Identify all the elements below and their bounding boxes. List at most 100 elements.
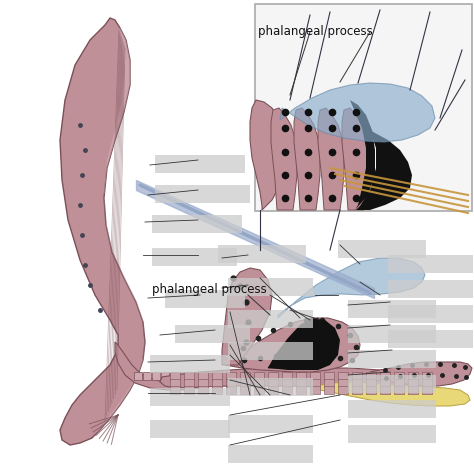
Bar bbox=[170, 372, 180, 380]
Bar bbox=[212, 372, 222, 380]
Bar bbox=[324, 386, 334, 394]
Bar bbox=[296, 386, 306, 394]
Bar bbox=[408, 379, 418, 387]
Bar bbox=[184, 372, 194, 380]
Bar bbox=[348, 325, 436, 343]
Bar bbox=[352, 386, 362, 394]
Bar bbox=[366, 379, 376, 387]
Bar bbox=[338, 379, 348, 387]
Polygon shape bbox=[160, 368, 430, 393]
Bar bbox=[348, 350, 436, 368]
Bar bbox=[388, 255, 473, 273]
Polygon shape bbox=[370, 362, 472, 386]
Polygon shape bbox=[60, 18, 145, 445]
Bar bbox=[179, 372, 187, 380]
Bar bbox=[282, 379, 292, 387]
Bar bbox=[226, 379, 236, 387]
Bar bbox=[240, 386, 250, 394]
Bar bbox=[206, 372, 214, 380]
Bar bbox=[152, 372, 160, 380]
Bar bbox=[184, 386, 194, 394]
Bar bbox=[161, 372, 169, 380]
Polygon shape bbox=[222, 268, 272, 365]
Bar bbox=[155, 155, 245, 173]
Bar bbox=[228, 310, 313, 328]
Bar bbox=[348, 400, 436, 418]
Bar bbox=[296, 379, 306, 387]
Bar bbox=[228, 342, 313, 360]
Bar bbox=[198, 386, 208, 394]
Bar bbox=[218, 245, 306, 263]
Bar bbox=[338, 386, 348, 394]
Bar bbox=[184, 379, 194, 387]
Bar bbox=[366, 386, 376, 394]
Polygon shape bbox=[115, 342, 225, 390]
Bar bbox=[352, 379, 362, 387]
Polygon shape bbox=[280, 83, 435, 142]
Bar bbox=[226, 372, 236, 380]
Bar bbox=[380, 372, 390, 380]
Bar bbox=[422, 379, 432, 387]
Bar bbox=[388, 330, 473, 348]
Bar bbox=[212, 379, 222, 387]
Bar bbox=[348, 375, 436, 393]
Polygon shape bbox=[271, 108, 297, 210]
Bar bbox=[228, 445, 313, 463]
Bar bbox=[175, 325, 250, 343]
Bar bbox=[268, 379, 278, 387]
Bar bbox=[254, 372, 264, 380]
FancyBboxPatch shape bbox=[255, 4, 472, 211]
Bar bbox=[268, 372, 278, 380]
Bar bbox=[338, 240, 426, 258]
Polygon shape bbox=[356, 130, 412, 210]
Text: phalangeal process: phalangeal process bbox=[258, 26, 373, 38]
Bar bbox=[366, 372, 376, 380]
Bar bbox=[265, 20, 355, 38]
Bar bbox=[150, 420, 230, 438]
Bar bbox=[296, 372, 306, 380]
Bar bbox=[422, 372, 432, 380]
Polygon shape bbox=[350, 100, 375, 210]
Bar bbox=[348, 425, 436, 443]
Bar bbox=[394, 372, 404, 380]
Bar bbox=[165, 290, 245, 308]
Bar bbox=[228, 415, 313, 433]
Bar bbox=[352, 372, 362, 380]
Bar bbox=[310, 372, 320, 380]
Polygon shape bbox=[268, 318, 340, 370]
Bar bbox=[212, 386, 222, 394]
Polygon shape bbox=[268, 318, 318, 368]
Bar bbox=[240, 372, 250, 380]
Polygon shape bbox=[95, 28, 145, 435]
Text: phalangeal process: phalangeal process bbox=[152, 283, 267, 297]
Bar bbox=[150, 388, 230, 406]
Bar bbox=[422, 386, 432, 394]
Polygon shape bbox=[278, 258, 425, 318]
Bar bbox=[268, 386, 278, 394]
Bar bbox=[150, 355, 230, 373]
Polygon shape bbox=[318, 108, 344, 210]
Bar bbox=[380, 379, 390, 387]
Bar bbox=[394, 379, 404, 387]
Bar bbox=[310, 379, 320, 387]
Bar bbox=[324, 379, 334, 387]
Bar bbox=[380, 386, 390, 394]
Bar bbox=[408, 386, 418, 394]
Bar bbox=[226, 386, 236, 394]
Bar bbox=[155, 185, 250, 203]
Bar bbox=[170, 379, 180, 387]
Bar bbox=[388, 20, 448, 38]
Bar bbox=[254, 386, 264, 394]
Bar bbox=[240, 379, 250, 387]
Bar bbox=[197, 372, 205, 380]
Bar bbox=[324, 372, 334, 380]
Bar bbox=[198, 379, 208, 387]
Bar bbox=[152, 215, 242, 233]
Bar bbox=[170, 386, 180, 394]
Bar bbox=[408, 372, 418, 380]
Bar bbox=[254, 379, 264, 387]
Bar bbox=[198, 372, 208, 380]
Bar bbox=[338, 372, 348, 380]
Bar bbox=[394, 386, 404, 394]
Bar bbox=[152, 248, 237, 266]
